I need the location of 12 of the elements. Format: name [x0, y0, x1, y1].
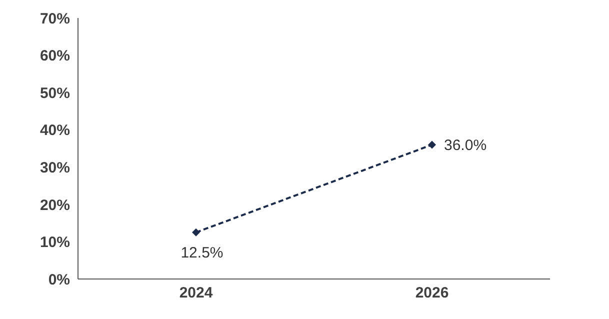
x-tick-label: 2024: [179, 284, 214, 302]
y-tick-label: 50%: [40, 84, 70, 102]
y-tick-label: 40%: [40, 122, 70, 140]
y-tick-label: 10%: [40, 234, 70, 252]
y-tick-label: 30%: [40, 159, 70, 176]
y-tick-label: 70%: [40, 10, 70, 28]
data-label: 12.5%: [180, 244, 224, 262]
data-label: 36.0%: [444, 136, 487, 154]
y-tick-label: 0%: [48, 271, 70, 288]
y-tick-label: 20%: [40, 196, 70, 214]
y-tick-label: 60%: [40, 48, 70, 65]
x-tick-label: 2026: [415, 284, 449, 302]
